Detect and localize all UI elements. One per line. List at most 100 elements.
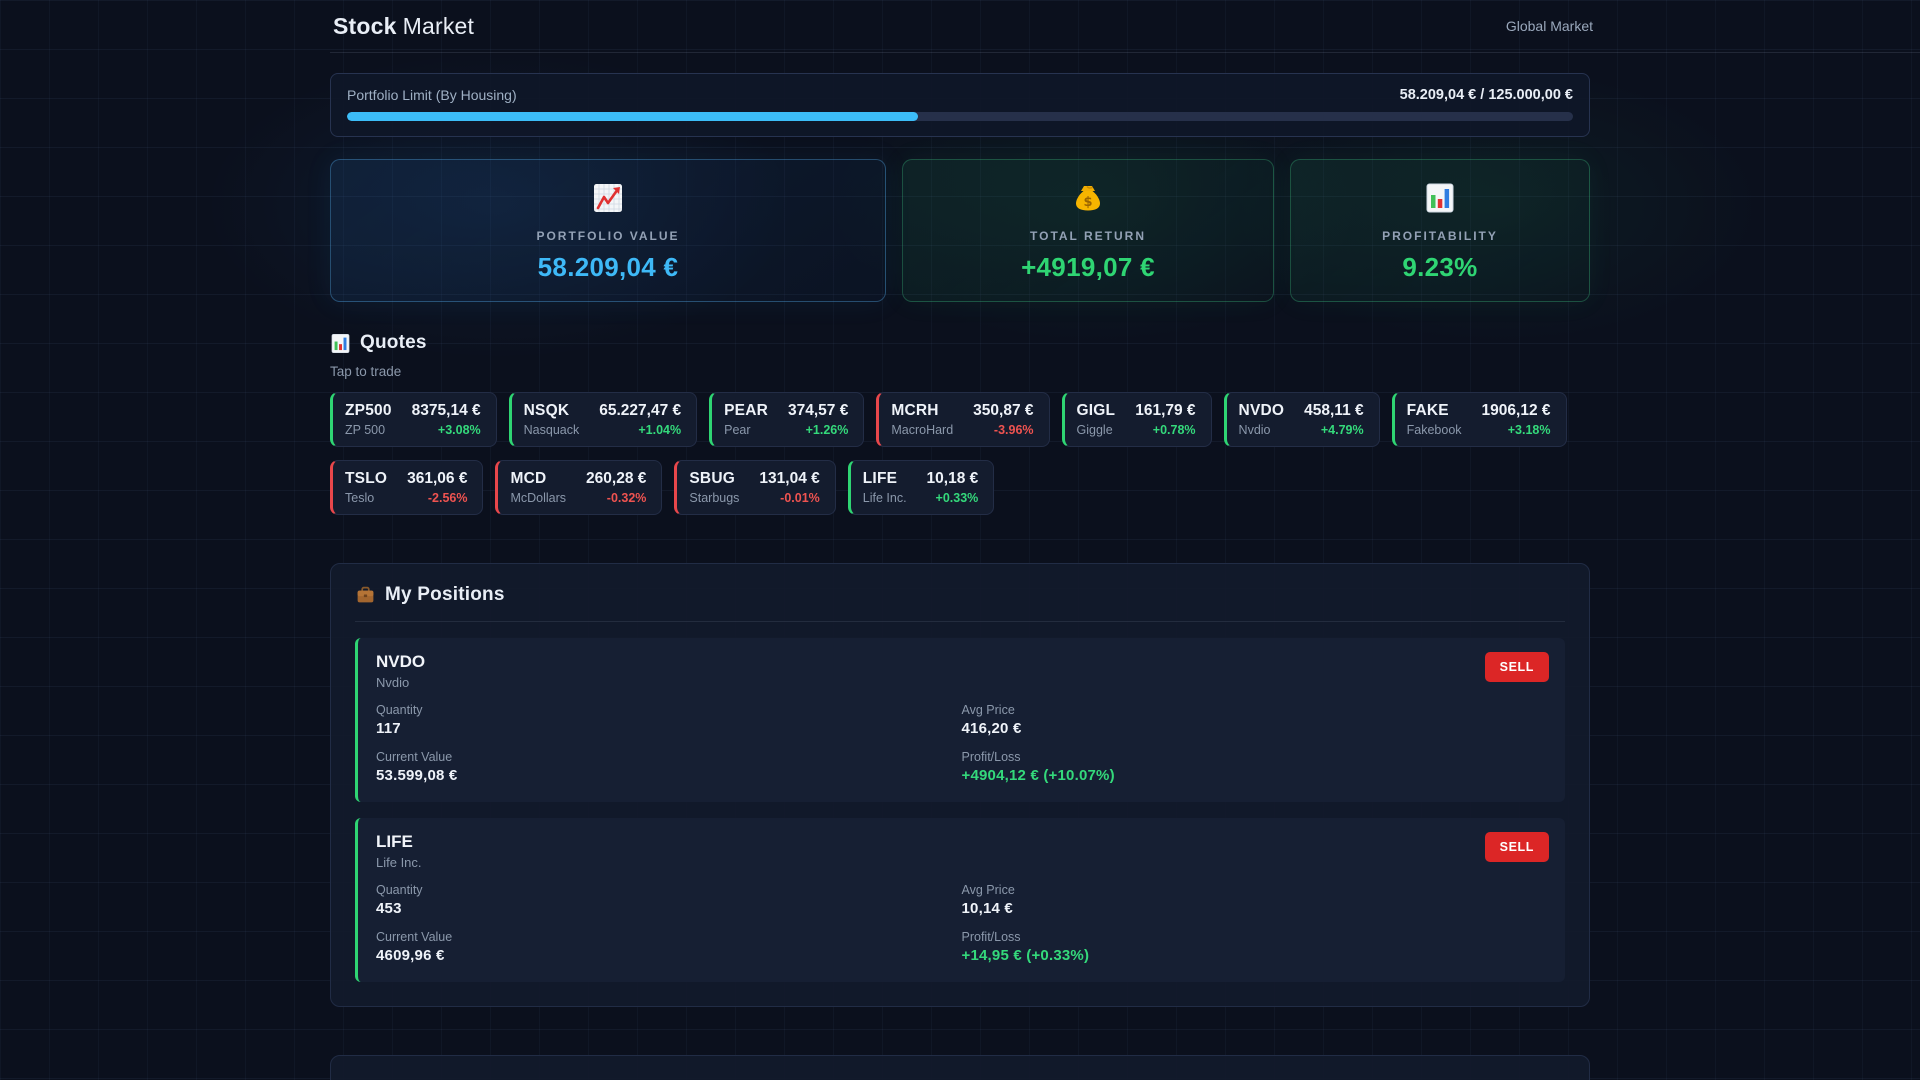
quotes-row-1: ZP500ZP 500 8375,14 €+3.08% NSQKNasquack… [330, 392, 1590, 447]
quote-company: MacroHard [891, 423, 953, 437]
portfolio-value-card: PORTFOLIO VALUE 58.209,04 € [330, 159, 886, 302]
quote-price: 8375,14 € [412, 402, 481, 420]
quote-ticker: TSLO [345, 470, 387, 488]
profit-loss-label: Profit/Loss [962, 750, 1548, 764]
bar-chart-icon [330, 333, 351, 354]
positions-header: My Positions [355, 584, 1565, 606]
profit-loss-value: +4904,12 € (+10.07%) [962, 767, 1548, 784]
quantity-value: 117 [376, 720, 962, 737]
quote-change: +4.79% [1304, 423, 1363, 437]
quote-change: -3.96% [973, 423, 1033, 437]
quote-chip-fake[interactable]: FAKEFakebook 1906,12 €+3.18% [1392, 392, 1567, 447]
quote-price: 374,57 € [788, 402, 848, 420]
portfolio-limit-card: Portfolio Limit (By Housing) 58.209,04 €… [330, 73, 1590, 137]
portfolio-limit-value: 58.209,04 € / 125.000,00 € [1400, 87, 1573, 103]
money-bag-icon [1072, 182, 1104, 214]
stat-label: TOTAL RETURN [1030, 229, 1146, 243]
quote-ticker: ZP500 [345, 402, 392, 420]
position-ticker: NVDO [376, 652, 1547, 672]
current-value-value: 4609,96 € [376, 947, 962, 964]
avg-price-value: 416,20 € [962, 720, 1548, 737]
position-company: Life Inc. [376, 855, 1547, 870]
quote-chip-mcrh[interactable]: MCRHMacroHard 350,87 €-3.96% [876, 392, 1049, 447]
stat-label: PORTFOLIO VALUE [536, 229, 679, 243]
quote-change: +0.33% [927, 491, 979, 505]
stats-row: PORTFOLIO VALUE 58.209,04 € TOTAL RETURN… [330, 159, 1590, 302]
total-return-card: TOTAL RETURN +4919,07 € [902, 159, 1274, 302]
portfolio-limit-label: Portfolio Limit (By Housing) [347, 87, 517, 103]
page-title-secondary: Market [403, 13, 475, 39]
quote-chip-zp500[interactable]: ZP500 ZP 500 8375,14 € +3.08% [330, 392, 497, 447]
quote-price: 65.227,47 € [599, 402, 681, 420]
limit-progress-track [347, 112, 1573, 121]
quote-chip-life[interactable]: LIFE Life Inc. 10,18 € +0.33% [848, 460, 995, 515]
profit-loss-label: Profit/Loss [962, 930, 1548, 944]
quote-chip-pear[interactable]: PEARPear 374,57 €+1.26% [709, 392, 864, 447]
position-details: Quantity 453 Avg Price 10,14 € Current V… [376, 883, 1547, 964]
quote-company: McDollars [510, 491, 566, 505]
quote-price: 161,79 € [1135, 402, 1195, 420]
profitability-value: 9.23% [1402, 252, 1477, 283]
quote-company: Teslo [345, 491, 387, 505]
avg-price-label: Avg Price [962, 883, 1548, 897]
quotes-header: Quotes [330, 332, 1590, 354]
avg-price-value: 10,14 € [962, 900, 1548, 917]
historical-panel: Historical Realized Performance [330, 1055, 1590, 1080]
quote-change: +3.18% [1482, 423, 1551, 437]
quote-ticker: GIGL [1077, 402, 1116, 420]
position-details: Quantity 117 Avg Price 416,20 € Current … [376, 703, 1547, 784]
quote-chip-nvdo[interactable]: NVDONvdio 458,11 €+4.79% [1224, 392, 1380, 447]
position-ticker: LIFE [376, 832, 1547, 852]
quote-change: +1.26% [788, 423, 848, 437]
quote-price: 260,28 € [586, 470, 646, 488]
profit-loss-value: +14,95 € (+0.33%) [962, 947, 1548, 964]
portfolio-value: 58.209,04 € [538, 252, 679, 283]
market-scope-label: Global Market [1506, 18, 1593, 34]
profitability-card: PROFITABILITY 9.23% [1290, 159, 1590, 302]
quantity-label: Quantity [376, 883, 962, 897]
app-header: StockMarket Global Market [330, 0, 1920, 53]
quotes-hint: Tap to trade [330, 364, 1590, 379]
sell-button-life[interactable]: SELL [1485, 832, 1549, 862]
quote-change: +3.08% [412, 423, 481, 437]
positions-title: My Positions [385, 584, 505, 606]
my-positions-panel: My Positions NVDO Nvdio SELL Quantity 11… [330, 563, 1590, 1007]
quote-company: ZP 500 [345, 423, 392, 437]
quote-ticker: MCD [510, 470, 566, 488]
quantity-label: Quantity [376, 703, 962, 717]
quote-chip-nsqk[interactable]: NSQKNasquack 65.227,47 €+1.04% [509, 392, 697, 447]
quote-change: -0.01% [759, 491, 819, 505]
position-card-life: LIFE Life Inc. SELL Quantity 453 Avg Pri… [355, 818, 1565, 982]
avg-price-label: Avg Price [962, 703, 1548, 717]
quote-price: 10,18 € [927, 470, 979, 488]
current-value-label: Current Value [376, 750, 962, 764]
quote-company: Giggle [1077, 423, 1116, 437]
quote-price: 131,04 € [759, 470, 819, 488]
quote-ticker: NVDO [1239, 402, 1285, 420]
position-card-nvdo: NVDO Nvdio SELL Quantity 117 Avg Price 4… [355, 638, 1565, 802]
position-company: Nvdio [376, 675, 1547, 690]
quote-ticker: SBUG [689, 470, 739, 488]
quote-company: Nvdio [1239, 423, 1285, 437]
quote-company: Nasquack [524, 423, 580, 437]
current-value-value: 53.599,08 € [376, 767, 962, 784]
quote-change: -2.56% [407, 491, 467, 505]
quotes-title: Quotes [360, 332, 427, 354]
total-return-value: +4919,07 € [1021, 252, 1155, 283]
quote-chip-gigl[interactable]: GIGLGiggle 161,79 €+0.78% [1062, 392, 1212, 447]
sell-button-nvdo[interactable]: SELL [1485, 652, 1549, 682]
quote-chip-mcd[interactable]: MCDMcDollars 260,28 €-0.32% [495, 460, 662, 515]
quote-chip-sbug[interactable]: SBUG Starbugs 131,04 € -0.01% [674, 460, 835, 515]
chart-increasing-icon [592, 182, 624, 214]
quote-price: 361,06 € [407, 470, 467, 488]
quote-ticker: LIFE [863, 470, 907, 488]
page-title: StockMarket [333, 13, 474, 40]
quote-chip-tslo[interactable]: TSLO Teslo 361,06 € -2.56% [330, 460, 483, 515]
limit-progress-fill [347, 112, 918, 121]
quote-price: 1906,12 € [1482, 402, 1551, 420]
quote-company: Pear [724, 423, 768, 437]
quote-company: Starbugs [689, 491, 739, 505]
quote-company: Life Inc. [863, 491, 907, 505]
quote-change: +1.04% [599, 423, 681, 437]
quotes-row-2: TSLO Teslo 361,06 € -2.56% MCD McDollars 26… [330, 460, 1590, 515]
